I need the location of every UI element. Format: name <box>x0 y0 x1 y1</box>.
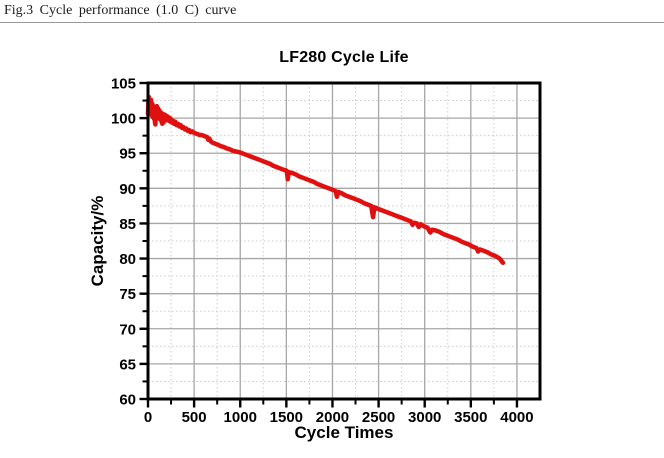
y-axis-label: Capacity/% <box>88 195 107 287</box>
x-axis-label: Cycle Times <box>294 423 394 442</box>
x-tick-label: 500 <box>182 409 207 426</box>
y-tick-label: 100 <box>111 111 136 128</box>
x-tick-label: 4000 <box>500 409 533 426</box>
x-tick-label: 2500 <box>362 409 395 426</box>
x-tick-label: 3000 <box>408 409 441 426</box>
y-tick-label: 80 <box>119 251 136 268</box>
y-tick-label: 70 <box>119 321 136 338</box>
capacity-curve <box>145 94 506 266</box>
chart-title: LF280 Cycle Life <box>279 49 409 66</box>
y-tick-label: 60 <box>119 392 136 409</box>
y-tick-label: 65 <box>119 356 136 373</box>
caption-divider <box>0 22 664 23</box>
x-tick-label: 0 <box>144 409 152 426</box>
y-tick-label: 95 <box>119 146 136 163</box>
figure-caption: Fig.3 Cycle performance (1.0 C) curve <box>4 3 237 18</box>
y-tick-label: 85 <box>119 216 136 233</box>
y-tick-label: 90 <box>119 181 136 198</box>
x-tick-label: 3500 <box>454 409 487 426</box>
plot-frame <box>146 81 542 401</box>
x-tick-label: 1500 <box>270 409 303 426</box>
x-tick-label: 1000 <box>224 409 257 426</box>
y-tick-label: 105 <box>111 76 136 93</box>
y-tick-label: 75 <box>119 286 136 303</box>
x-tick-label: 2000 <box>316 409 349 426</box>
